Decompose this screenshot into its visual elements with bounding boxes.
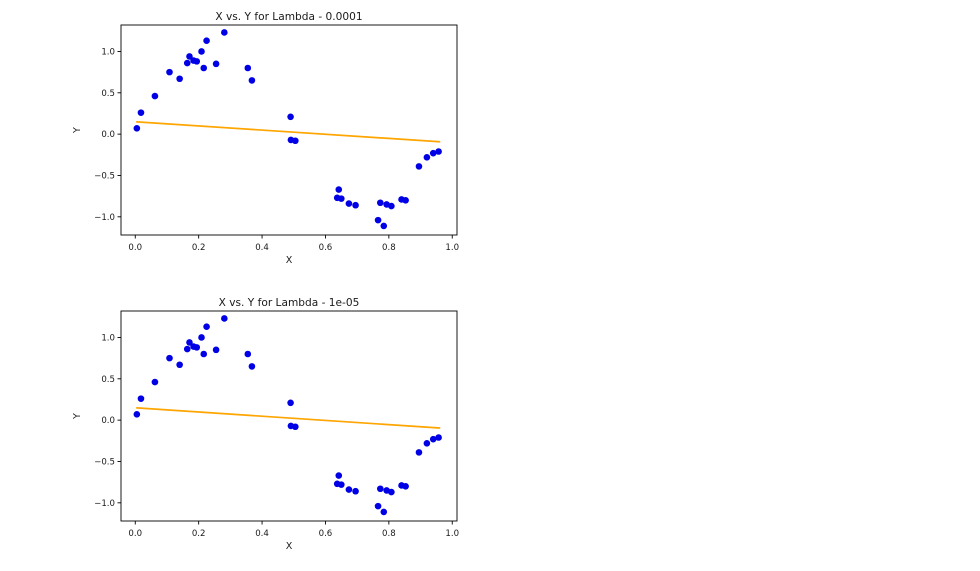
data-point [176, 361, 183, 369]
data-point [435, 148, 442, 155]
data-point [374, 216, 382, 224]
x-axis-tick-label: 0.6 [319, 243, 333, 253]
data-point [415, 163, 423, 170]
y-axis-tick-label: 0.0 [101, 130, 115, 140]
y-axis-tick-label: 0.0 [101, 416, 115, 426]
data-point [402, 196, 409, 204]
data-point [183, 345, 191, 353]
data-point [137, 109, 145, 116]
data-point [292, 137, 299, 145]
data-point [183, 59, 191, 67]
x-axis-tick-label: 1.0 [445, 243, 459, 253]
y-axis-tick-label: 1.0 [101, 333, 115, 343]
data-point [338, 195, 345, 202]
data-point [287, 113, 294, 121]
y-axis-tick-label: −1.0 [94, 499, 115, 509]
data-point [133, 125, 141, 132]
data-point [335, 186, 343, 193]
data-point [287, 399, 294, 407]
data-point [193, 58, 201, 65]
data-point [248, 363, 256, 370]
x-axis-tick-label: 0.6 [319, 529, 333, 539]
x-axis-label: X [286, 255, 293, 266]
data-point [198, 334, 205, 341]
data-point [376, 199, 384, 207]
data-point [203, 37, 210, 45]
plot-area [120, 24, 458, 236]
y-axis-tick-label: 0.5 [101, 375, 115, 385]
data-point [200, 64, 208, 72]
data-point [429, 435, 437, 443]
x-axis-tick-label: 0.8 [382, 243, 396, 253]
data-point [415, 449, 423, 456]
data-point [221, 29, 228, 36]
y-axis-label: Y [72, 413, 83, 420]
data-point [166, 354, 173, 362]
y-axis-label: Y [72, 127, 83, 134]
data-point [388, 488, 395, 496]
data-point [244, 350, 252, 358]
data-point [151, 92, 159, 100]
scatter-chart: 0.0 0.2 0.4 0.6 0.8 1.0 1.0 0.5 0.0 −0.5 −1.0 X vs.… [72, 11, 459, 266]
data-point [380, 222, 388, 230]
data-point [186, 339, 193, 346]
data-point [244, 64, 252, 72]
x-axis-tick-label: 0.0 [128, 529, 142, 539]
figure-lambda-0-0001: 0.0 0.2 0.4 0.6 0.8 1.0 1.0 0.5 0.0 −0.5 −1.0 X vs.… [62, 8, 464, 272]
data-point [388, 202, 395, 210]
x-axis-tick-label: 0.0 [128, 243, 142, 253]
scatter-chart: 0.0 0.2 0.4 0.6 0.8 1.0 1.0 0.5 0.0 −0.5 −1.0 X vs.… [72, 297, 459, 552]
x-axis-tick-label: 0.2 [192, 243, 206, 253]
data-point [198, 48, 205, 55]
data-point [193, 344, 201, 351]
fit-line [135, 407, 441, 429]
data-point [200, 350, 208, 358]
chart-title: X vs. Y for Lambda - 1e-05 [219, 297, 360, 309]
data-point [212, 346, 220, 354]
x-axis-tick-label: 0.4 [255, 529, 269, 539]
data-point [186, 53, 193, 60]
data-point [352, 487, 359, 495]
data-point [338, 481, 345, 488]
figure-lambda-1e-05: 0.0 0.2 0.4 0.6 0.8 1.0 1.0 0.5 0.0 −0.5 −1.0 X vs.… [62, 294, 464, 558]
data-point [345, 200, 353, 207]
data-point [176, 75, 183, 83]
y-axis-tick-label: −0.5 [94, 457, 115, 467]
chart-title: X vs. Y for Lambda - 0.0001 [215, 11, 362, 23]
data-point [374, 502, 382, 510]
data-point [166, 68, 173, 76]
data-point [429, 149, 437, 157]
data-point [352, 201, 359, 209]
data-point [151, 378, 159, 386]
data-point [423, 439, 431, 447]
data-point [435, 434, 442, 441]
data-point [380, 508, 388, 516]
data-point [423, 153, 431, 161]
x-axis-tick-label: 0.4 [255, 243, 269, 253]
data-point [345, 486, 353, 493]
x-axis-label: X [286, 541, 293, 552]
y-axis-tick-label: 1.0 [101, 47, 115, 57]
plot-area [120, 310, 458, 522]
data-point [248, 77, 256, 84]
y-axis-tick-label: 0.5 [101, 89, 115, 99]
data-point [292, 423, 299, 431]
fit-line [135, 121, 441, 143]
x-axis-tick-label: 0.2 [192, 529, 206, 539]
y-axis-tick-label: −1.0 [94, 213, 115, 223]
data-point [212, 60, 220, 68]
data-point [335, 472, 343, 479]
x-axis-tick-label: 0.8 [382, 529, 396, 539]
data-point [221, 315, 228, 322]
x-axis-tick-label: 1.0 [445, 529, 459, 539]
data-point [133, 411, 141, 418]
data-point [137, 395, 145, 402]
data-point [203, 323, 210, 331]
data-point [376, 485, 384, 493]
y-axis-tick-label: −0.5 [94, 171, 115, 181]
data-point [402, 482, 409, 490]
